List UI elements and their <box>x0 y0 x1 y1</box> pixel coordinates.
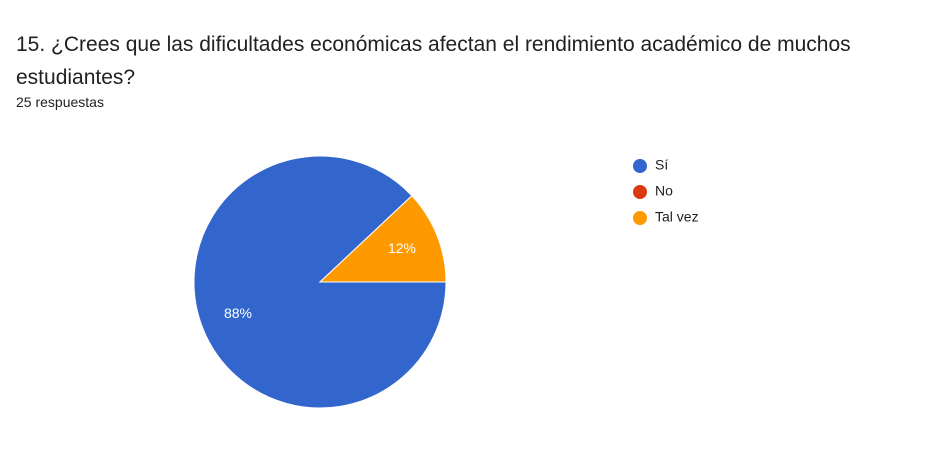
slice-label: 12% <box>388 240 416 256</box>
response-count: 25 respuestas <box>16 94 104 110</box>
legend-swatch <box>633 211 647 225</box>
legend-swatch <box>633 159 647 173</box>
pie-slice <box>318 195 447 283</box>
pie-slice <box>193 155 447 409</box>
slice-label: 88% <box>224 305 252 321</box>
legend-label: Tal vez <box>655 209 699 225</box>
question-title: 15. ¿Crees que las dificultades económic… <box>16 33 851 89</box>
legend-label: No <box>655 183 673 199</box>
legend-label: Sí <box>655 157 668 173</box>
legend-swatch <box>633 185 647 199</box>
